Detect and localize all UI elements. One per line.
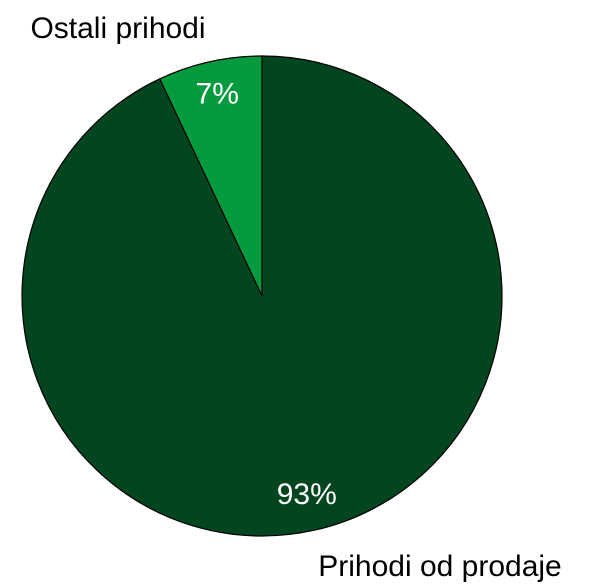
category-label: Prihodi od prodaje: [318, 550, 562, 583]
value-label: 93%: [277, 478, 337, 511]
pie-slice: [159, 55, 263, 297]
value-label: 7%: [196, 78, 239, 111]
category-label: Ostali prihodi: [30, 12, 205, 45]
